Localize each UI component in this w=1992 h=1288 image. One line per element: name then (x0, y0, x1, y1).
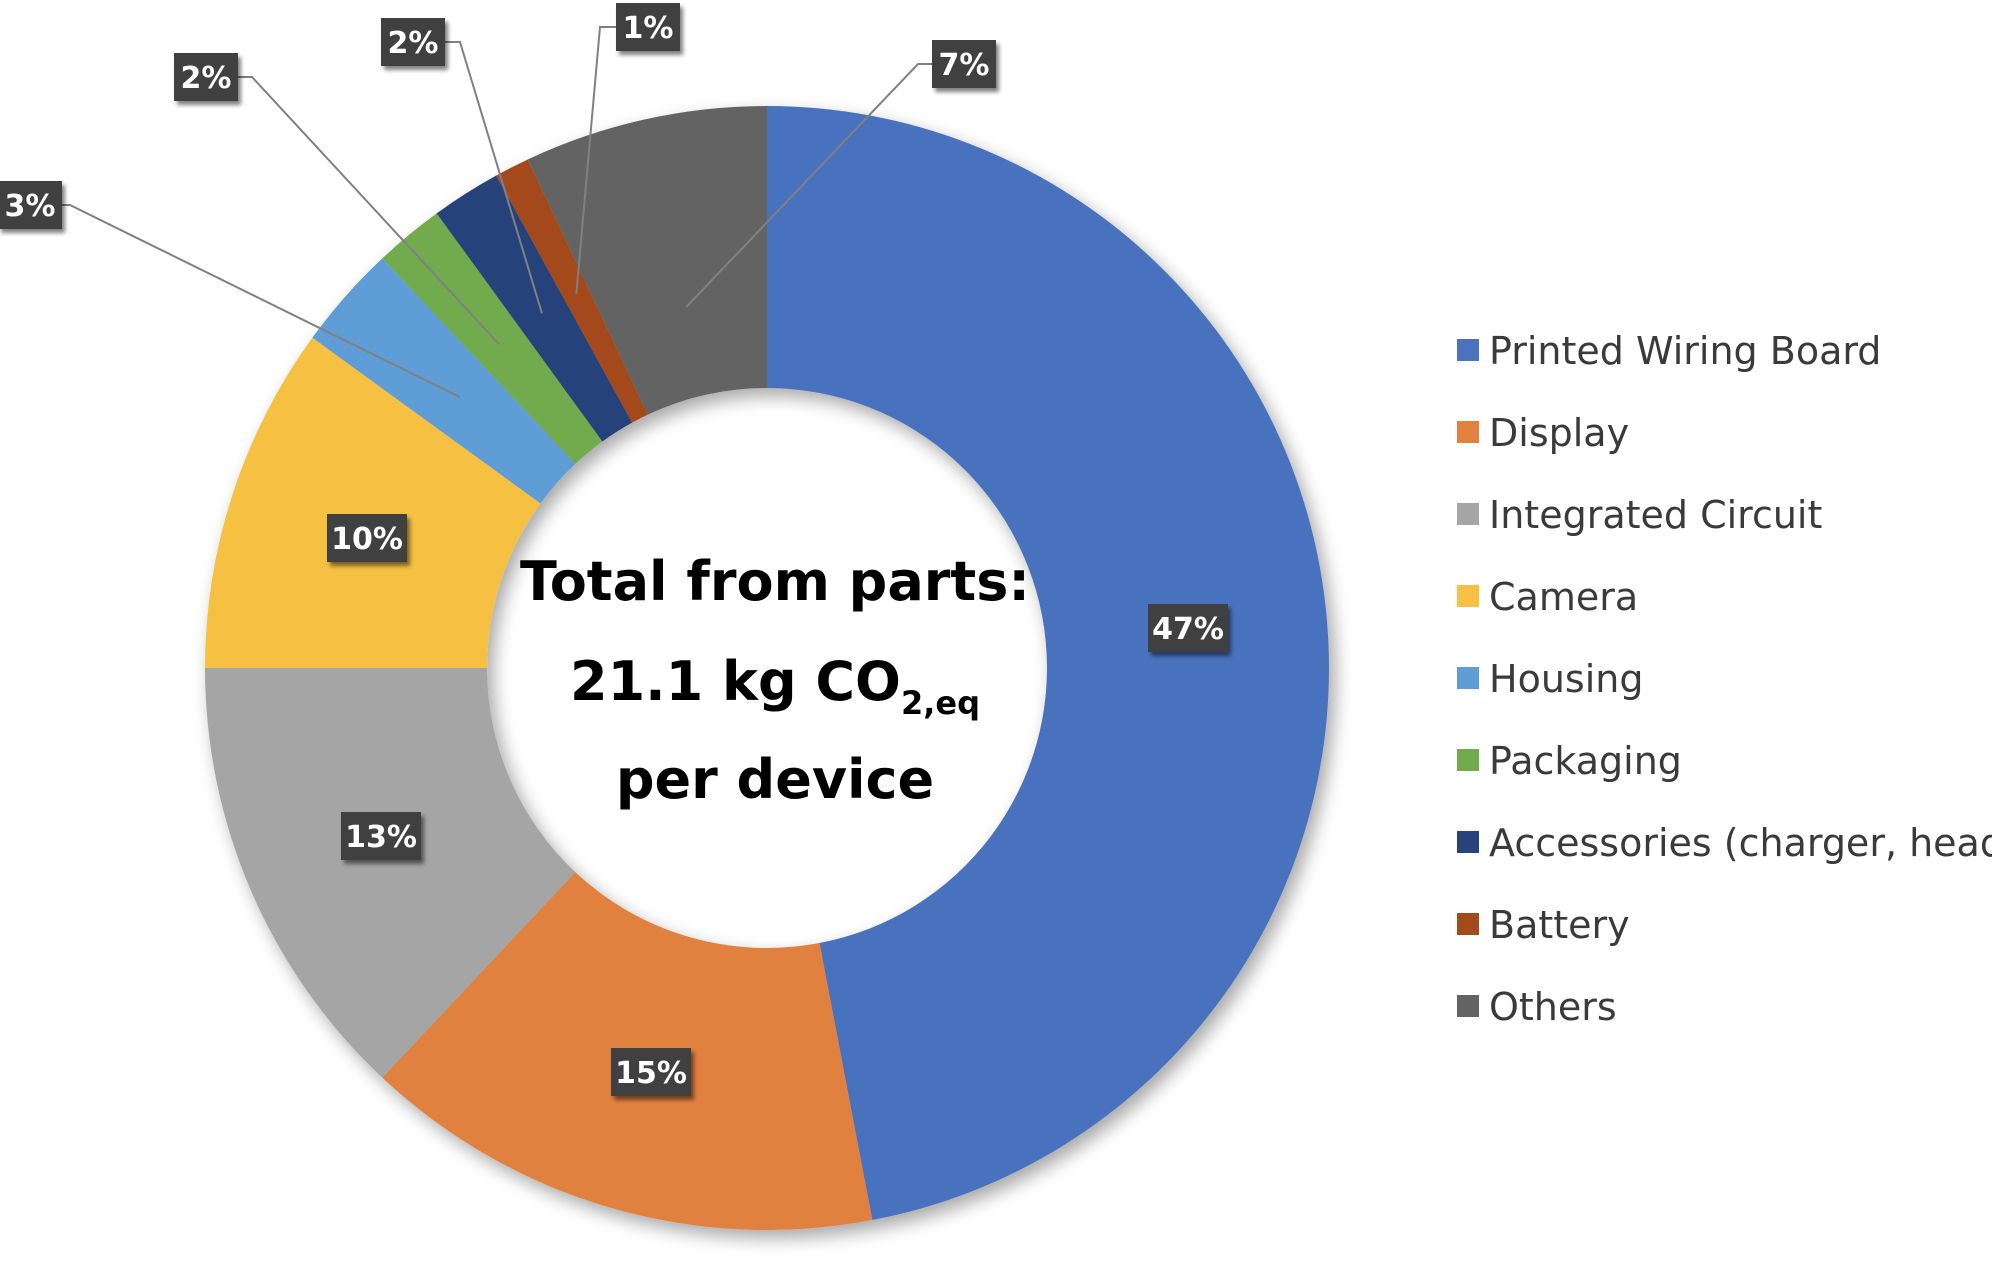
legend-swatch (1457, 339, 1479, 361)
data-label-text: 13% (345, 820, 417, 855)
data-label-box (616, 3, 680, 51)
legend-item-display: Display (1457, 411, 1629, 455)
donut-slices (205, 106, 1330, 1230)
legend-item-battery: Battery (1457, 903, 1630, 947)
legend-item-integrated-circuit: Integrated Circuit (1457, 493, 1822, 537)
data-label-accessories-charger-headset: 2% (381, 18, 445, 66)
legend-item-others: Others (1457, 985, 1617, 1029)
center-line-3: per device (616, 748, 934, 811)
data-label-text: 1% (623, 11, 674, 46)
slice-camera (205, 337, 541, 668)
legend-swatch (1457, 421, 1479, 443)
legend-swatch (1457, 913, 1479, 935)
legend-label: Battery (1489, 903, 1630, 947)
legend-swatch (1457, 503, 1479, 525)
legend-item-housing: Housing (1457, 657, 1643, 701)
legend-label: Housing (1489, 657, 1643, 701)
slice-accessories-charger-headset (436, 175, 633, 442)
center-line-1: Total from parts: (520, 550, 1030, 613)
data-label-box (932, 40, 996, 88)
legend-label: Accessories (charger, headset) (1489, 821, 1992, 865)
data-label-text: 10% (331, 522, 403, 557)
data-label-packaging: 2% (174, 53, 238, 101)
center-line-2-main: 21.1 kg CO (570, 650, 901, 713)
slice-others (527, 106, 767, 415)
legend-item-printed-wiring-board: Printed Wiring Board (1457, 329, 1881, 373)
legend-swatch (1457, 585, 1479, 607)
data-label-box (327, 514, 407, 562)
legend-label: Camera (1489, 575, 1638, 619)
center-line-2: 21.1 kg CO2,eq (570, 650, 980, 722)
legend-item-accessories-charger-headset: Accessories (charger, headset) (1457, 821, 1992, 865)
legend-swatch (1457, 667, 1479, 689)
data-label-box (611, 1048, 691, 1096)
data-label-integrated-circuit: 13% (341, 812, 421, 860)
legend: Printed Wiring Board Display Integrated Ci… (1457, 329, 1992, 1029)
legend-label: Integrated Circuit (1489, 493, 1822, 537)
data-label-box (174, 53, 238, 101)
data-label-camera: 10% (327, 514, 407, 562)
data-label-text: 2% (388, 26, 439, 61)
legend-swatch (1457, 749, 1479, 771)
legend-label: Packaging (1489, 739, 1682, 783)
data-label-display: 15% (611, 1048, 691, 1096)
data-label-text: 15% (615, 1056, 687, 1091)
legend-label: Printed Wiring Board (1489, 329, 1881, 373)
legend-label: Others (1489, 985, 1617, 1029)
data-label-box (381, 18, 445, 66)
slice-housing (312, 258, 576, 504)
data-label-box (0, 181, 62, 229)
slice-integrated-circuit (205, 668, 576, 1078)
legend-swatch (1457, 831, 1479, 853)
data-label-box (341, 812, 421, 860)
data-label-others: 7% (932, 40, 996, 88)
data-label-housing: 3% (0, 181, 62, 229)
legend-swatch (1457, 995, 1479, 1017)
legend-item-packaging: Packaging (1457, 739, 1682, 783)
data-label-printed-wiring-board: 47% (1148, 604, 1228, 652)
center-text: Total from parts: 21.1 kg CO2,eq per dev… (520, 550, 1030, 811)
data-label-text: 47% (1152, 612, 1224, 647)
data-label-box (1148, 604, 1228, 652)
center-line-2-subscript: 2,eq (901, 684, 980, 722)
data-label-text: 3% (5, 189, 56, 224)
data-label-text: 7% (939, 48, 990, 83)
data-label-battery: 1% (616, 3, 680, 51)
data-labels: 47% 15% 13% 10% 3% 2% 2% 1% 7% (0, 3, 1228, 1096)
slice-battery (496, 159, 648, 423)
slice-printed-wiring-board (767, 106, 1330, 1221)
legend-item-camera: Camera (1457, 575, 1638, 619)
data-label-text: 2% (181, 61, 232, 96)
legend-label: Display (1489, 411, 1629, 455)
